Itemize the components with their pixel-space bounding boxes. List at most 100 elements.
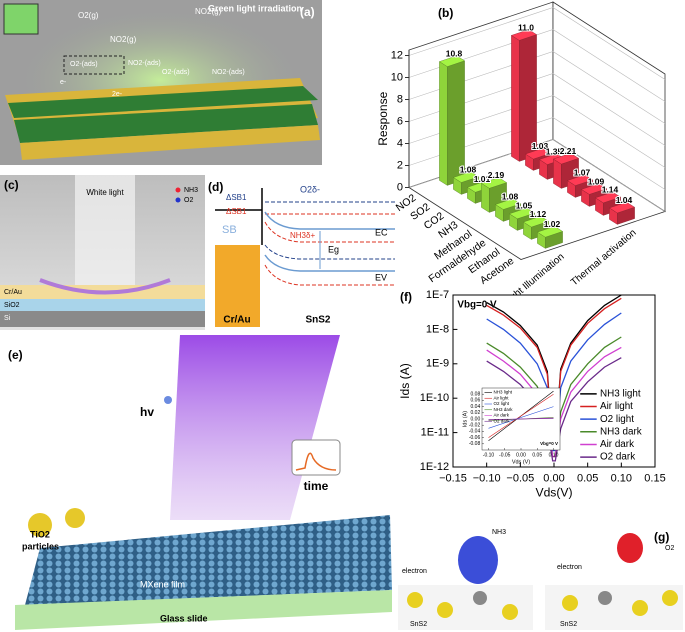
series-line bbox=[486, 346, 622, 458]
series-line bbox=[486, 312, 622, 452]
value-label: 1.08 bbox=[502, 191, 519, 201]
bar-top bbox=[438, 55, 466, 67]
legend-text: O2 light bbox=[600, 414, 634, 425]
panel-label: (g) bbox=[654, 530, 669, 544]
bar-top bbox=[452, 171, 480, 183]
x-tick-label: 0.00 bbox=[543, 472, 564, 484]
layer-label: SiO2 bbox=[4, 302, 20, 309]
bar bbox=[608, 201, 636, 225]
legend-text: NH3 light bbox=[494, 390, 513, 395]
y-axis-title: Response bbox=[376, 91, 390, 145]
grid-line bbox=[408, 7, 666, 80]
mxene-film bbox=[25, 515, 392, 605]
series-line bbox=[488, 393, 554, 438]
legend-text: NH3 dark bbox=[494, 407, 514, 412]
legend-text: O2 dark bbox=[494, 418, 511, 423]
atom bbox=[502, 604, 518, 620]
layer bbox=[8, 86, 318, 118]
y-tick-label: 6 bbox=[397, 115, 403, 127]
atom bbox=[473, 591, 487, 605]
y-tick-label: 1E-9 bbox=[426, 358, 449, 370]
value-label: 1.03 bbox=[532, 141, 549, 151]
bar bbox=[510, 29, 538, 162]
value-label: 10.8 bbox=[446, 48, 463, 58]
legend-marker bbox=[175, 197, 181, 203]
layer-si bbox=[0, 311, 205, 327]
layer-sio2 bbox=[0, 299, 205, 311]
bar-top bbox=[594, 191, 622, 204]
electron-label: electron bbox=[402, 568, 427, 575]
bar-top bbox=[524, 148, 552, 160]
y-tick-label: 0.06 bbox=[471, 398, 481, 404]
layer-label: Si bbox=[4, 315, 11, 322]
species: NO2(g) bbox=[195, 7, 222, 16]
species: O2(g) bbox=[78, 11, 99, 20]
substrate-label: SnS2 bbox=[560, 621, 577, 628]
particle-label: particles bbox=[22, 541, 59, 551]
bar-top bbox=[552, 153, 580, 165]
chart: 024681012Response11.01.031.352.211.071.0… bbox=[376, 1, 666, 326]
x-tick-label: 0.10 bbox=[549, 453, 559, 459]
legend-marker bbox=[175, 187, 181, 193]
atom bbox=[632, 600, 648, 616]
bar-top bbox=[480, 177, 508, 189]
legend-text: O2 dark bbox=[600, 452, 635, 463]
species: 2e- bbox=[112, 91, 123, 98]
layer-label: Cr/Au bbox=[4, 289, 22, 296]
charts: 024681012Response11.01.031.352.211.071.0… bbox=[376, 1, 666, 500]
series-line bbox=[486, 357, 622, 462]
electron-label: electron bbox=[557, 564, 582, 571]
value-label: 1.05 bbox=[516, 201, 533, 211]
x-axis-title: Vds (V) bbox=[512, 459, 531, 465]
y-tick-label: 4 bbox=[397, 137, 403, 149]
annotation: Vbg=0 V bbox=[457, 300, 497, 311]
species: e- bbox=[60, 79, 67, 86]
species: NO2-(ads) bbox=[128, 60, 161, 67]
series-line bbox=[488, 418, 554, 420]
panel-e: (e) hv time TiO2 particles MXene film Gl… bbox=[8, 335, 392, 630]
level-label: EV bbox=[375, 272, 387, 282]
y-axis-title: Ids (A) bbox=[398, 363, 412, 399]
legend-text: Air light bbox=[600, 401, 633, 412]
particle-label: TiO2 bbox=[30, 529, 50, 539]
y-tick-label: 1E-7 bbox=[426, 289, 449, 301]
value-label: 11.0 bbox=[518, 22, 534, 32]
y-tick-label: 0.08 bbox=[471, 392, 481, 398]
y-tick-label: 1E-12 bbox=[420, 461, 449, 473]
legend-text: Air dark bbox=[600, 439, 634, 450]
bar bbox=[552, 153, 580, 189]
panel-d: (d) ΔSB1 ΔSB1 O2δ- NH3δ+ SB EC Eg EV Cr/… bbox=[208, 180, 395, 327]
value-label: 1.02 bbox=[544, 219, 561, 229]
panel-label: (a) bbox=[300, 5, 315, 19]
x-tick-label: 0.15 bbox=[644, 472, 665, 484]
signal-box bbox=[291, 439, 341, 476]
x-tick-label: 0.05 bbox=[577, 472, 598, 484]
y-tick-label: 1E-11 bbox=[421, 427, 450, 439]
level-label: ΔSB1 bbox=[226, 207, 247, 216]
value-label: 2.19 bbox=[488, 170, 505, 180]
chart: -0.10 -0.05 0.00 0.05 0.10 -0.08-0.06-0.04-0.… bbox=[462, 387, 561, 465]
inset-lattice bbox=[3, 3, 39, 35]
level-label: SB bbox=[222, 224, 237, 236]
photon-label: hv bbox=[140, 405, 154, 419]
x-axis-title: Vds(V) bbox=[536, 486, 573, 500]
value-label: 1.14 bbox=[602, 185, 619, 195]
legend-text: O2 bbox=[184, 197, 193, 204]
legend-text: NH3 dark bbox=[600, 426, 642, 437]
legend-text: NH3 bbox=[184, 187, 198, 194]
x-tick-label: -0.10 bbox=[483, 453, 495, 459]
light-column bbox=[75, 175, 135, 285]
level-label: EC bbox=[375, 227, 388, 237]
charge-density bbox=[458, 536, 498, 584]
legend-text: NH3 light bbox=[600, 388, 641, 399]
y-tick-label: -0.08 bbox=[469, 441, 481, 447]
bar-top bbox=[566, 174, 594, 186]
bar-front bbox=[439, 61, 448, 186]
value-label: 1.08 bbox=[460, 164, 477, 174]
species: O2-(ads) bbox=[162, 69, 190, 76]
panel-label: (b) bbox=[438, 6, 453, 20]
atom bbox=[662, 590, 678, 606]
value-label: 1.01 bbox=[474, 174, 491, 184]
x-tick-label: 0.05 bbox=[532, 453, 542, 459]
atom bbox=[562, 595, 578, 611]
